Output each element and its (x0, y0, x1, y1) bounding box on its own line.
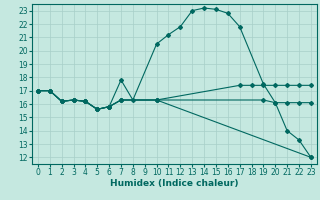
X-axis label: Humidex (Indice chaleur): Humidex (Indice chaleur) (110, 179, 239, 188)
